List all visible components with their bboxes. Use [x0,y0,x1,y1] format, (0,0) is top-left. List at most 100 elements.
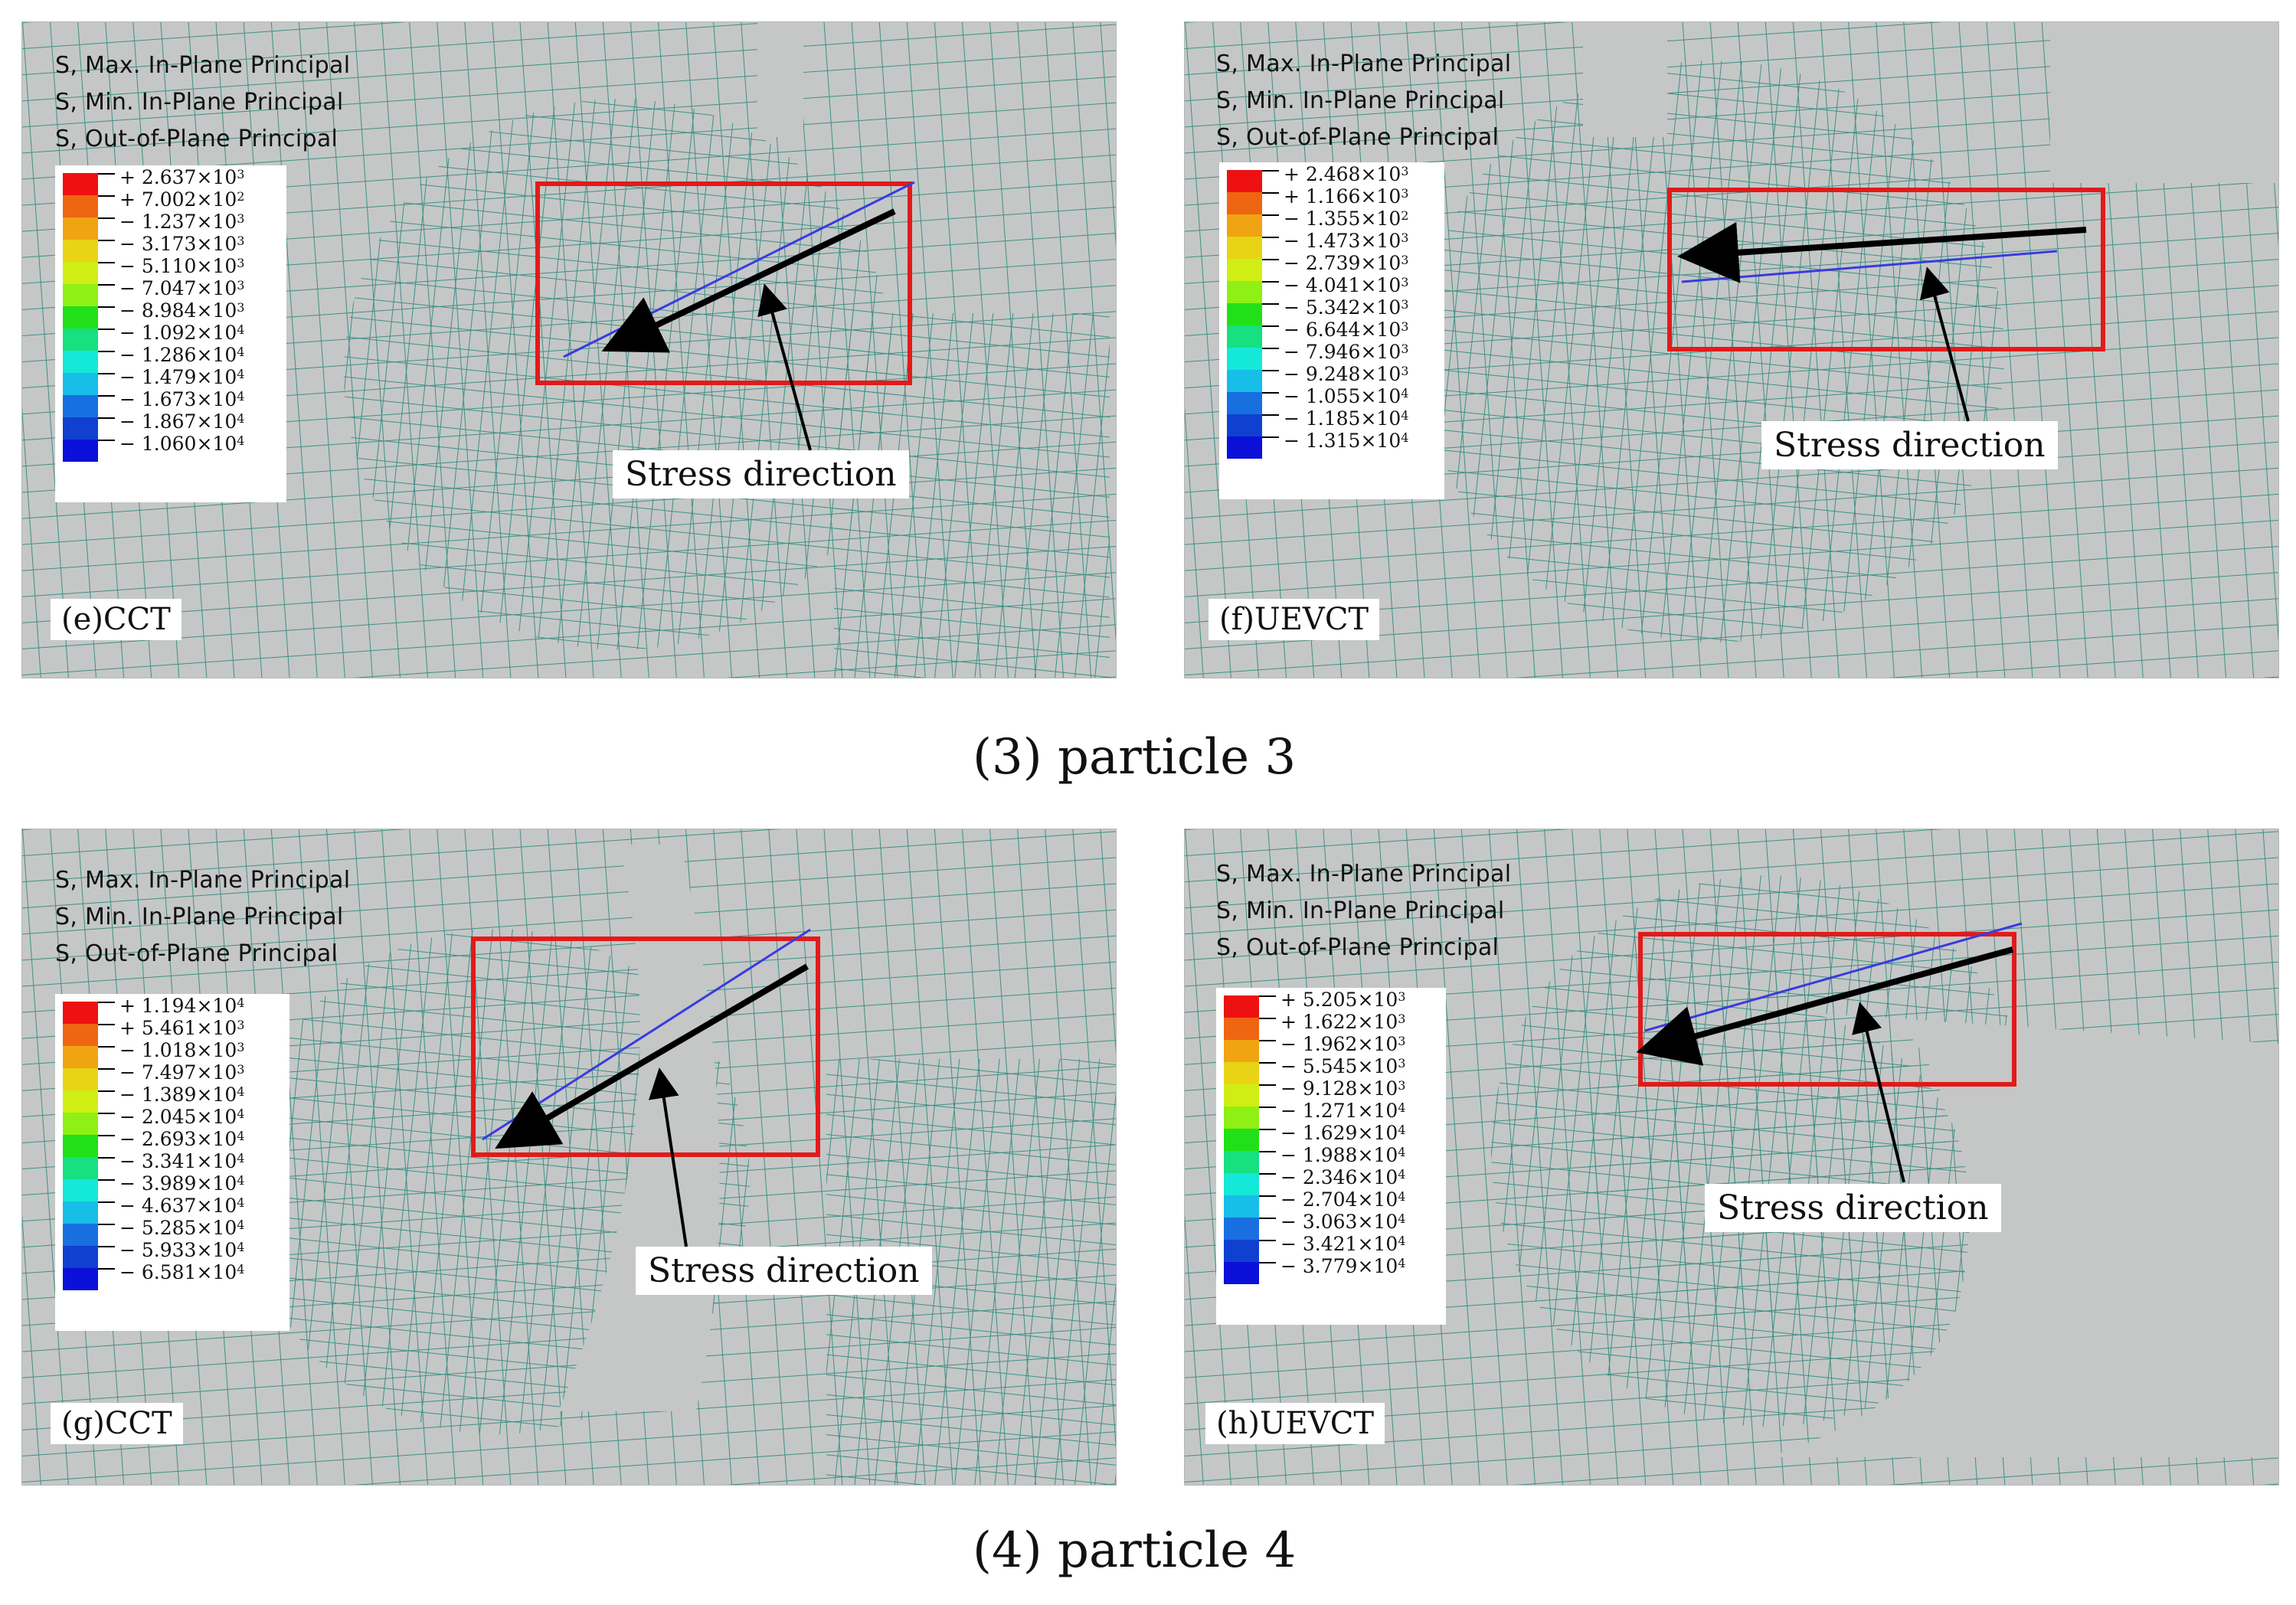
legend-swatch [1227,170,1262,192]
legend-swatch [1227,392,1262,414]
legend-value: − 3.421×104 [1280,1233,1406,1255]
legend-swatch [63,1046,98,1068]
legend-tick [1259,1262,1276,1263]
stress-region-g [471,928,820,1247]
legend-tick [98,351,115,352]
legend-value: − 1.962×103 [1280,1033,1406,1055]
field-label-max: S, Max. In-Plane Principal [1216,51,1512,77]
stress-region-h [1636,922,2023,1183]
legend-tick [98,217,115,219]
highlight-box [1667,188,2105,351]
legend-tick [1259,1195,1276,1197]
stress-direction-label-e: Stress direction [613,450,909,498]
legend-swatch [1224,1040,1259,1062]
legend-value: − 3.779×104 [1280,1255,1406,1277]
principal-stress-vector [482,928,811,1141]
legend-swatch [63,1090,98,1113]
legend-tick [98,329,115,330]
legend-value: − 1.479×104 [119,366,245,388]
legend-swatch [1224,1262,1259,1284]
legend-value: − 3.063×104 [1280,1211,1406,1233]
legend-tick [98,1090,115,1092]
legend-value: − 3.989×104 [119,1172,245,1195]
callout-arrow [648,1067,688,1247]
legend-value: + 1.622×103 [1280,1011,1406,1033]
legend-value: − 1.271×104 [1280,1100,1406,1122]
legend-swatch [63,1068,98,1090]
field-label-min: S, Min. In-Plane Principal [55,904,344,930]
legend-swatch [63,284,98,306]
legend-e: + 2.637×103 + 7.002×102− 1.237×103− 3.173… [55,165,286,502]
field-label-out: S, Out-of-Plane Principal [1216,934,1500,961]
legend-value: − 1.389×104 [119,1084,245,1106]
legend-value: − 6.644×103 [1284,319,1409,341]
legend-value: − 9.128×103 [1280,1077,1406,1100]
legend-tick [98,1157,115,1159]
legend-swatch [63,395,98,417]
field-label-min: S, Min. In-Plane Principal [1216,87,1505,114]
legend-swatch [1224,1107,1259,1129]
legend-swatch [63,417,98,440]
legend-tick [98,1046,115,1048]
caption-particle-4: (4) particle 4 [973,1522,1297,1579]
legend-swatch [63,1113,98,1135]
legend-value: − 1.286×104 [119,344,245,366]
legend-swatch [1224,1151,1259,1173]
stress-direction-label-g: Stress direction [636,1247,932,1295]
legend-tick [1262,348,1279,349]
legend-swatch [63,173,98,195]
legend-tick [98,1268,115,1270]
legend-tick [1262,370,1279,371]
legend-swatch [63,373,98,395]
legend-swatch [63,329,98,351]
field-label-out: S, Out-of-Plane Principal [1216,124,1500,151]
legend-value: − 5.285×104 [119,1217,245,1239]
field-label-max: S, Max. In-Plane Principal [55,867,351,894]
legend-value: − 7.047×103 [119,277,245,299]
legend-value: − 1.185×104 [1284,407,1409,430]
legend-value: − 9.248×103 [1284,363,1409,385]
legend-tick [98,440,115,441]
legend-tick [98,1113,115,1114]
stress-direction-label-h: Stress direction [1705,1184,2001,1232]
legend-value: + 5.205×103 [1280,989,1406,1011]
legend-value: − 1.060×104 [119,433,245,455]
legend-value: + 2.468×103 [1284,163,1409,185]
legend-tick [98,1135,115,1136]
legend-tick [1259,1151,1276,1152]
legend-tick [98,306,115,308]
legend-tick [98,240,115,241]
field-label-out: S, Out-of-Plane Principal [55,940,339,967]
legend-tick [98,195,115,197]
legend-h: + 5.205×103 + 1.622×103− 1.962×103− 5.545… [1216,988,1446,1325]
stress-direction-arrow [1636,946,2014,1066]
legend-swatch [1227,192,1262,214]
legend-value: − 1.018×103 [119,1039,245,1061]
legend-tick [1259,995,1276,997]
stress-direction-arrow [495,963,809,1149]
legend-value: − 5.110×103 [119,255,245,277]
legend-swatch [63,1002,98,1024]
legend-value: − 5.933×104 [119,1239,245,1261]
legend-swatch [1227,370,1262,392]
field-labels: S, Max. In-Plane Principal S, Min. In-Pl… [55,862,350,972]
stress-direction-label-f: Stress direction [1761,421,2058,469]
legend-tick [98,173,115,175]
legend-swatch [1224,1240,1259,1262]
legend-tick [1259,1240,1276,1241]
legend-tick [1262,259,1279,260]
field-labels: S, Max. In-Plane Principal S, Min. In-Pl… [1216,46,1511,156]
legend-value: + 5.461×103 [119,1017,245,1039]
legend-value: − 1.237×103 [119,211,245,233]
legend-swatch [1224,1062,1259,1084]
principal-stress-vector [1681,250,2058,283]
legend-tick [98,262,115,263]
legend-tick [98,1201,115,1203]
legend-tick [1262,214,1279,216]
legend-swatch [63,262,98,284]
panel-label-g: (g)CCT [51,1403,183,1444]
legend-swatch [63,440,98,462]
caption-particle-3: (3) particle 3 [973,729,1297,786]
legend-swatch [1227,303,1262,325]
